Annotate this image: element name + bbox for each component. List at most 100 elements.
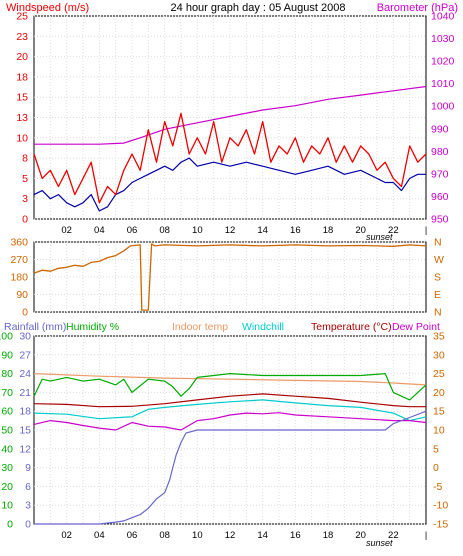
humidity-tick-label: 30 xyxy=(1,462,13,474)
wind-direction-series xyxy=(33,243,427,311)
rainfall-tick-label: 12 xyxy=(19,443,31,455)
x-tick-label: 18 xyxy=(323,225,334,236)
temperature-tick-label: 35 xyxy=(433,331,445,343)
temperature-tick-label: 0 xyxy=(433,462,439,474)
humidity-label: Humidity % xyxy=(66,321,119,333)
temperature-series xyxy=(33,393,426,408)
rainfall-tick-label: 27 xyxy=(19,349,31,361)
x-tick-label: 04 xyxy=(94,530,105,541)
temperature-tick-label: -10 xyxy=(433,500,448,512)
x-tick-label: 06 xyxy=(127,530,138,541)
windchill-series xyxy=(33,399,427,422)
windspeed-tick-label: 18 xyxy=(16,71,28,83)
x-tick-label: 04 xyxy=(94,225,105,236)
direction-tick-label: 90 xyxy=(16,289,28,301)
humidity-series xyxy=(33,373,427,401)
x-tick-label: 20 xyxy=(355,225,366,236)
rainfall-tick-label: 24 xyxy=(19,368,31,380)
humidity-tick-label: 70 xyxy=(1,387,13,399)
direction-tick-label: 180 xyxy=(10,272,28,284)
average-series xyxy=(33,157,426,212)
barometer-tick-label: 1020 xyxy=(431,56,455,68)
temperature-tick-label: 15 xyxy=(433,406,445,418)
x-tick-label: 12 xyxy=(225,530,236,541)
temperature-tick-label: 30 xyxy=(433,349,445,361)
compass-tick-label: N xyxy=(434,237,442,249)
x-tick-label: 18 xyxy=(323,530,334,541)
rainfall-tick-label: 3 xyxy=(25,500,31,512)
x-tick-label: 10 xyxy=(192,530,203,541)
windspeed-tick-label: 23 xyxy=(16,31,28,43)
windspeed-tick-label: 15 xyxy=(16,92,28,104)
temperature-tick-label: 25 xyxy=(433,368,445,380)
x-tick-label: 08 xyxy=(159,530,170,541)
temperature-tick-label: 5 xyxy=(433,443,439,455)
windspeed-tick-label: 25 xyxy=(16,11,28,23)
sunset-label-bottom: sunset xyxy=(366,538,393,548)
rainfall-tick-label: 15 xyxy=(19,425,31,437)
chart-title: 24 hour graph day : 05 August 2008 xyxy=(171,2,346,14)
temperature-tick-label: 20 xyxy=(433,387,445,399)
x-tick-label: 16 xyxy=(290,530,301,541)
humidity-tick-label: 100 xyxy=(0,331,13,343)
indoor-temp-label: Indoor temp xyxy=(172,321,228,333)
rainfall-tick-label: 9 xyxy=(25,462,31,474)
windspeed-tick-label: 13 xyxy=(16,112,28,124)
windspeed-tick-label: 0 xyxy=(22,214,28,226)
barometer-tick-label: 1010 xyxy=(431,78,455,90)
rainfall-series xyxy=(34,410,427,525)
x-tick-label: 02 xyxy=(61,225,72,236)
rainfall-tick-label: 0 xyxy=(25,519,31,531)
humidity-tick-label: 0 xyxy=(7,519,13,531)
windchill-label: Windchill xyxy=(242,321,284,333)
x-tick-label: 10 xyxy=(192,225,203,236)
humidity-tick-label: 10 xyxy=(1,500,13,512)
barometer-tick-label: 990 xyxy=(431,123,449,135)
x-tick-label: 20 xyxy=(355,530,366,541)
rainfall-tick-label: 30 xyxy=(19,331,31,343)
x-tick-label: 08 xyxy=(159,225,170,236)
barometer-axis-label: Barometer (hPa) xyxy=(377,2,458,14)
sunset-label-top: sunset xyxy=(366,232,393,242)
series-layer xyxy=(33,85,427,525)
temperature-tick-label: 10 xyxy=(433,425,445,437)
direction-tick-label: 0 xyxy=(22,307,28,319)
rainfall-tick-label: 18 xyxy=(19,406,31,418)
rainfall-tick-label: 6 xyxy=(25,481,31,493)
humidity-tick-label: 50 xyxy=(1,425,13,437)
barometer-series xyxy=(34,85,427,145)
x-tick-label: 16 xyxy=(290,225,301,236)
humidity-tick-label: 60 xyxy=(1,406,13,418)
barometer-tick-label: 960 xyxy=(431,191,449,203)
temperature-label: Temperature (°C) xyxy=(311,321,392,333)
direction-tick-label: 360 xyxy=(10,237,28,249)
x-tick-label: 22 xyxy=(388,225,399,236)
barometer-tick-label: 1040 xyxy=(431,11,455,23)
humidity-tick-label: 90 xyxy=(1,349,13,361)
axis-layer: 02 04 06 08 10 12 14 16 18 20 22 |02 04 06 08 10 12 14 16 1… xyxy=(0,11,455,542)
x-tick-label: 14 xyxy=(257,225,268,236)
compass-tick-label: S xyxy=(434,272,441,284)
barometer-tick-label: 1000 xyxy=(431,101,455,113)
barometer-tick-label: 1030 xyxy=(431,33,455,45)
humidity-tick-label: 20 xyxy=(1,481,13,493)
barometer-tick-label: 950 xyxy=(431,214,449,226)
temperature-tick-label: -15 xyxy=(433,519,448,531)
compass-tick-label: W xyxy=(434,254,444,266)
dewpoint-series xyxy=(33,412,427,431)
rainfall-tick-label: 21 xyxy=(19,387,31,399)
x-tick-end: | xyxy=(425,530,427,540)
compass-tick-label: N xyxy=(434,307,442,319)
windspeed-tick-label: 3 xyxy=(22,193,28,205)
x-tick-label: 22 xyxy=(388,530,399,541)
x-tick-label: 02 xyxy=(61,530,72,541)
direction-tick-label: 270 xyxy=(10,254,28,266)
windspeed-tick-label: 8 xyxy=(22,153,28,165)
humidity-tick-label: 80 xyxy=(1,368,13,380)
x-tick-label: 12 xyxy=(225,225,236,236)
barometer-tick-label: 970 xyxy=(431,168,449,180)
temperature-tick-label: -5 xyxy=(433,481,442,493)
indoor-series xyxy=(33,373,427,386)
windspeed-tick-label: 10 xyxy=(16,132,28,144)
